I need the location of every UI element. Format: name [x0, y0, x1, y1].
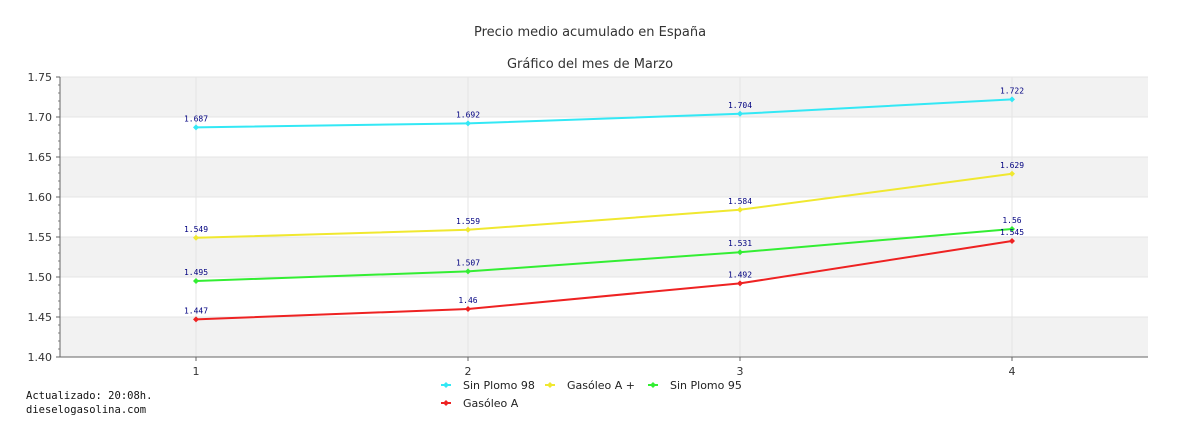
series-line [195, 240, 1013, 321]
plot-band [60, 317, 1148, 357]
data-label: 1.56 [1002, 216, 1021, 225]
data-label: 1.687 [184, 114, 208, 123]
data-label: 1.549 [184, 225, 208, 234]
legend-swatch-marker [443, 400, 449, 406]
y-tick-label: 1.45 [28, 311, 53, 324]
data-label: 1.447 [184, 306, 208, 315]
x-tick-label: 2 [465, 365, 472, 378]
plot-band [60, 237, 1148, 277]
data-label: 1.722 [1000, 86, 1024, 95]
data-label: 1.495 [184, 268, 208, 277]
legend-swatch-marker [650, 382, 656, 388]
y-tick-label: 1.70 [28, 111, 53, 124]
legend-item: Gasóleo A + [545, 379, 635, 392]
x-tick-label: 4 [1009, 365, 1016, 378]
series-point [737, 280, 743, 287]
series-group [193, 96, 1015, 323]
series-point [737, 206, 743, 213]
legend: Sin Plomo 98 Gasóleo A + Sin Plomo 95 Gasól… [441, 379, 742, 410]
series-point [465, 306, 471, 312]
series-point [465, 226, 471, 233]
data-label: 1.559 [456, 217, 480, 226]
y-tick-label: 1.55 [28, 231, 53, 244]
legend-label: Gasóleo A [463, 397, 519, 410]
series-point [737, 249, 743, 256]
site-text: dieselogasolina.com [26, 404, 147, 416]
y-tick-label: 1.65 [28, 151, 53, 164]
legend-label: Sin Plomo 95 [670, 379, 742, 392]
legend-swatch-marker [443, 382, 449, 388]
plot-bands [60, 77, 1148, 357]
data-label: 1.584 [728, 197, 752, 206]
series-line [195, 172, 1013, 239]
series-point [193, 278, 199, 284]
x-tick-label: 1 [193, 365, 200, 378]
series-point [193, 316, 199, 323]
data-label: 1.692 [456, 110, 480, 119]
chart-title: Precio medio acumulado en España [474, 25, 706, 40]
axes: 1.40 1.45 1.50 1.55 1.60 1.65 1.70 1.75 1 2 3 4 [28, 71, 1148, 378]
series-point [1009, 226, 1015, 232]
series-point [465, 268, 471, 275]
series-line [195, 228, 1013, 282]
plot-band [60, 157, 1148, 197]
data-label: 1.629 [1000, 161, 1024, 170]
legend-label: Sin Plomo 98 [463, 379, 535, 392]
legend-item: Sin Plomo 98 [441, 379, 535, 392]
legend-swatch-marker [547, 382, 553, 388]
series-point [193, 124, 199, 131]
y-tick-label: 1.75 [28, 71, 53, 84]
y-tick-label: 1.60 [28, 191, 53, 204]
legend-label: Gasóleo A + [567, 379, 635, 392]
data-label: 1.46 [458, 296, 477, 305]
data-label: 1.492 [728, 270, 752, 279]
data-label: 1.507 [456, 258, 480, 267]
y-tick-label: 1.40 [28, 351, 53, 364]
series-line [195, 98, 1013, 129]
data-label: 1.704 [728, 101, 752, 110]
data-label: 1.531 [728, 239, 752, 248]
legend-item: Sin Plomo 95 [648, 379, 742, 392]
series-point [1009, 96, 1015, 103]
series-point [1009, 170, 1015, 177]
series-point [1009, 238, 1015, 244]
data-labels: 1.687 1.692 1.704 1.722 1.549 1.559 1.584 1.629… [184, 86, 1024, 315]
series-point [193, 234, 199, 241]
plot-band [60, 77, 1148, 117]
series-point [465, 120, 471, 127]
chart-subtitle: Gráfico del mes de Marzo [507, 57, 673, 72]
updated-text: Actualizado: 20:08h. [26, 390, 153, 402]
y-tick-label: 1.50 [28, 271, 53, 284]
data-label: 1.545 [1000, 228, 1024, 237]
series-point [737, 110, 743, 117]
x-tick-label: 3 [737, 365, 744, 378]
legend-item: Gasóleo A [441, 397, 519, 410]
